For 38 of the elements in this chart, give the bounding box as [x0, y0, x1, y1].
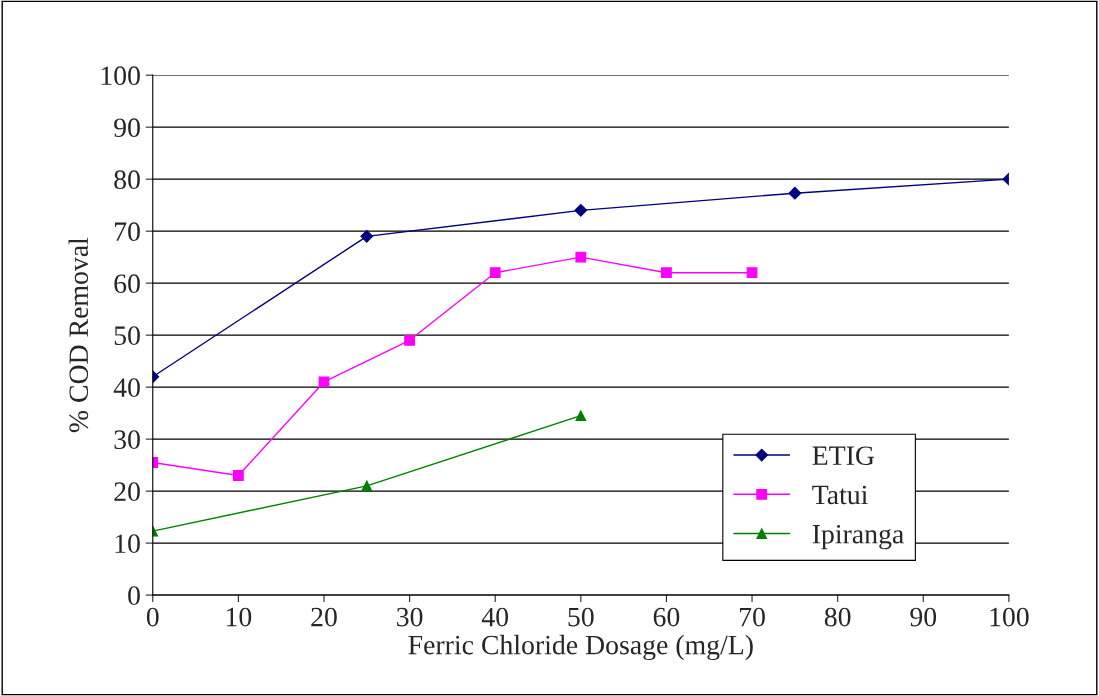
- x-tick-label: 10: [226, 607, 252, 627]
- point: [661, 267, 672, 279]
- point: [788, 186, 802, 200]
- legend-label: Tatui: [812, 485, 868, 505]
- y-tick-label: 70: [115, 222, 140, 242]
- x-tick-label: 0: [146, 607, 159, 627]
- y-tick-label: 80: [114, 170, 140, 190]
- point: [489, 267, 501, 279]
- x-tick-label: 90: [910, 607, 937, 627]
- x-tick-label: 40: [481, 607, 509, 627]
- x-tick-label: 60: [653, 607, 680, 627]
- x-tick-label: 80: [824, 607, 851, 627]
- point: [574, 203, 588, 217]
- y-tick-label: 20: [114, 482, 140, 502]
- y-tick-label: 90: [114, 118, 140, 138]
- y-tick-label: 100: [101, 66, 140, 86]
- point: [360, 229, 374, 243]
- y-tick-label: 50: [114, 326, 140, 346]
- x-axis-title: Ferric Chloride Dosage (mg/L): [408, 634, 753, 661]
- y-tick-label: 30: [114, 430, 140, 450]
- y-tick-label: 0: [128, 586, 140, 605]
- point: [575, 251, 587, 263]
- y-tick-label: 40: [113, 378, 140, 398]
- legend-label: ETIG: [812, 446, 875, 466]
- y-tick-label: 60: [114, 274, 140, 294]
- point: [746, 267, 758, 279]
- point: [232, 470, 244, 481]
- legend-label: Ipiranga: [812, 524, 904, 550]
- x-tick-label: 100: [990, 607, 1029, 627]
- y-tick-label: 10: [115, 534, 140, 553]
- point: [575, 410, 587, 422]
- y-axis-title: % COD Removal: [68, 237, 89, 433]
- x-tick-label: 70: [739, 607, 765, 627]
- x-tick-label: 30: [397, 607, 423, 627]
- point: [361, 480, 373, 492]
- x-tick-label: 20: [311, 607, 337, 627]
- point: [404, 334, 415, 346]
- x-tick-label: 50: [568, 607, 594, 627]
